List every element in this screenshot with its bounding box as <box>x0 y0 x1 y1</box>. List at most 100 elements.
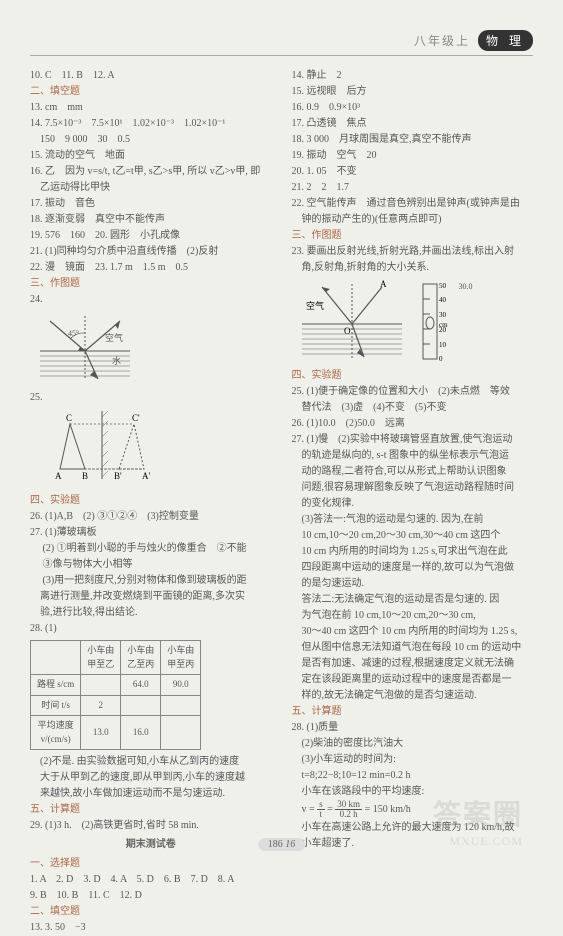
svg-text:B: B <box>82 471 88 481</box>
answer-line: 为气泡在前 10 cm,10～20 cm,20～30 cm, <box>292 608 534 623</box>
answer-line: 20. 1. 05 不变 <box>292 164 534 179</box>
svg-text:水: 水 <box>112 355 121 366</box>
q25-label: 25. <box>30 390 272 405</box>
answer-line: (2)柴油的密度比汽油大 <box>292 736 534 751</box>
answer-line: 19. 振动 空气 20 <box>292 148 534 163</box>
diagram-25: C A B C' A' B' <box>30 409 272 489</box>
section-experiment-r: 四、实验题 <box>292 368 534 383</box>
table-cell: 16.0 <box>121 716 161 750</box>
answer-line: 30～40 cm 这四个 10 cm 内所用的时间均为 1.25 s, <box>292 624 534 639</box>
answer-line: 的轨迹是纵向的, s-t 图象中的纵坐标表示气泡运 <box>292 448 534 463</box>
svg-text:C: C <box>66 413 72 423</box>
table-cell: 小车由 甲至丙 <box>161 641 201 675</box>
answer-line: 16. 0.9 0.9×10³ <box>292 100 534 115</box>
answer-line: 动的路程,二者符合,可以从形式上帮助认识图象 <box>292 464 534 479</box>
answer-line: 乙运动得比甲快 <box>30 180 272 195</box>
table-row: 小车由 甲至乙 小车由 乙至丙 小车由 甲至丙 <box>31 641 201 675</box>
page-number: 186 16 <box>258 838 306 851</box>
answer-line: 28. (1)质量 <box>292 720 534 735</box>
answer-line: 是否有加速、减速的过程,根据速度定义就无法确 <box>292 656 534 671</box>
svg-text:0: 0 <box>439 355 443 363</box>
answer-line: 10 cm 内所用的时间均为 1.25 s,可求出气泡在此 <box>292 544 534 559</box>
svg-text:空气: 空气 <box>306 300 324 311</box>
svg-text:空气: 空气 <box>105 332 123 343</box>
answer-line: 16. 乙 因为 v=s/t, t乙=t甲, s乙>s甲, 所以 v乙>v甲, … <box>30 164 272 179</box>
answer-line: 13. cm mm <box>30 100 272 115</box>
answer-line: 27. (1)慢 (2)实验中将玻璃管竖直放置,使气泡运动 <box>292 432 534 447</box>
watermark-text: 答案圈 <box>433 793 523 833</box>
table-cell <box>161 716 201 750</box>
answer-line: 钟的振动产生的)(任意两点即可) <box>292 212 534 227</box>
svg-text:40: 40 <box>439 296 447 304</box>
answer-line: 9. B 10. B 11. C 12. D <box>30 888 272 903</box>
answer-line: 25. (1)便于确定像的位置和大小 (2)未点燃 等效 <box>292 384 534 399</box>
answer-line: 28. (1) <box>30 621 272 636</box>
diagram-24: 45° 空气 水 <box>30 311 272 386</box>
answer-line: (2)不是. 由实验数据可知,小车从乙到丙的速度 <box>30 754 272 769</box>
answer-line: 1. A 2. D 3. D 4. A 5. D 6. B 7. D 8. A <box>30 872 272 887</box>
table-cell: 64.0 <box>121 675 161 696</box>
answer-line: 26. (1)10.0 (2)50.0 远离 <box>292 416 534 431</box>
svg-text:O: O <box>344 326 351 336</box>
svg-text:50: 50 <box>439 282 447 290</box>
answer-line: 15. 远视眼 后方 <box>292 84 534 99</box>
answer-line: 大于从甲到乙的速度,即从甲到丙,小车的速度越 <box>30 770 272 785</box>
table-cell: 2 <box>81 695 121 716</box>
answer-line: 样的,故无法确定气泡做的是否匀速运动. <box>292 688 534 703</box>
answer-line: 验,进行比较,得出结论. <box>30 605 272 620</box>
answer-line: 的变化规律. <box>292 496 534 511</box>
answer-line: 21. 2 2 1.7 <box>292 180 534 195</box>
answer-line: 的是匀速运动. <box>292 576 534 591</box>
svg-text:A: A <box>55 471 62 481</box>
exam-title: 期末测试卷 <box>30 837 272 852</box>
answer-line: 10. C 11. B 12. A <box>30 68 272 83</box>
table-row: 路程 s/cm 64.0 90.0 <box>31 675 201 696</box>
answer-line: 22. 空气能传声 通过音色辨别出是钟声(或钟声是由 <box>292 196 534 211</box>
svg-text:A': A' <box>142 471 150 481</box>
answer-line: 答法二:无法确定气泡的运动是否是匀速的. 因 <box>292 592 534 607</box>
svg-text:B': B' <box>114 471 122 481</box>
subject-badge: 物 理 <box>478 30 533 51</box>
section-fill: 二、填空题 <box>30 84 272 99</box>
answer-line: 定在该段距离里的运动过程中的速度是否都是一 <box>292 672 534 687</box>
answer-line: ③像与物体大小相等 <box>30 557 272 572</box>
svg-text:20: 20 <box>439 326 447 334</box>
answer-line: 17. 振动 音色 <box>30 196 272 211</box>
left-column: 10. C 11. B 12. A 二、填空题 13. cm mm 14. 7.… <box>30 68 272 936</box>
diagram-23: A O 空气 50 40 30 cm 20 10 0 30.0 <box>292 279 534 364</box>
section-fill2: 二、填空题 <box>30 904 272 919</box>
answer-line: 17. 凸透镜 焦点 <box>292 116 534 131</box>
svg-text:C': C' <box>132 413 140 423</box>
section-calc: 五、计算题 <box>30 802 272 817</box>
answer-line: 问题,很容易理解图象反映了气泡运动路程随时间 <box>292 480 534 495</box>
answer-line: 21. (1)同种均匀介质中沿直线传播 (2)反射 <box>30 244 272 259</box>
q24-label: 24. <box>30 292 272 307</box>
answer-line: 22. 漫 镜面 23. 1.7 m 1.5 m 0.5 <box>30 260 272 275</box>
answer-line: 离进行测量,并改变燃烧到平面镜的距离,多次实 <box>30 589 272 604</box>
table-cell: 小车由 甲至乙 <box>81 641 121 675</box>
answer-line: 29. (1)3 h. (2)高铁更省时,省时 58 min. <box>30 818 272 833</box>
table-cell <box>81 675 121 696</box>
answer-line: 但从图中信息无法知道气泡在每段 10 cm 的运动中 <box>292 640 534 655</box>
table-cell: 路程 s/cm <box>31 675 81 696</box>
answer-line: 四段距离中运动的速度是一样的,故可以为气泡做 <box>292 560 534 575</box>
table-cell <box>121 695 161 716</box>
table-row: 平均速度 v/(cm/s) 13.0 16.0 <box>31 716 201 750</box>
answer-line: (2) ①明着到小聪的手与烛火的像重合 ②不能 <box>30 541 272 556</box>
table-cell: 13.0 <box>81 716 121 750</box>
grade-label: 八年级上 <box>414 32 470 49</box>
answer-line: 18. 3 000 月球周围是真空,真空不能传声 <box>292 132 534 147</box>
answer-line: 13. 3. 50 −3 <box>30 920 272 935</box>
table-cell: 90.0 <box>161 675 201 696</box>
scale-unit: 30.0 <box>459 281 473 293</box>
answer-line: 来越快,故小车做加速运动而不是匀速运动. <box>30 786 272 801</box>
answer-line: t=8;22−8;10=12 min=0.2 h <box>292 768 534 783</box>
answer-line: 150 9 000 30 0.5 <box>30 132 272 147</box>
answer-line: 15. 流动的空气 地面 <box>30 148 272 163</box>
table-cell <box>161 695 201 716</box>
table-cell <box>31 641 81 675</box>
table-cell: 小车由 乙至丙 <box>121 641 161 675</box>
mirror-image-diagram-icon: C A B C' A' B' <box>30 409 180 484</box>
table-cell: 平均速度 v/(cm/s) <box>31 716 81 750</box>
section-calc-r: 五、计算题 <box>292 704 534 719</box>
